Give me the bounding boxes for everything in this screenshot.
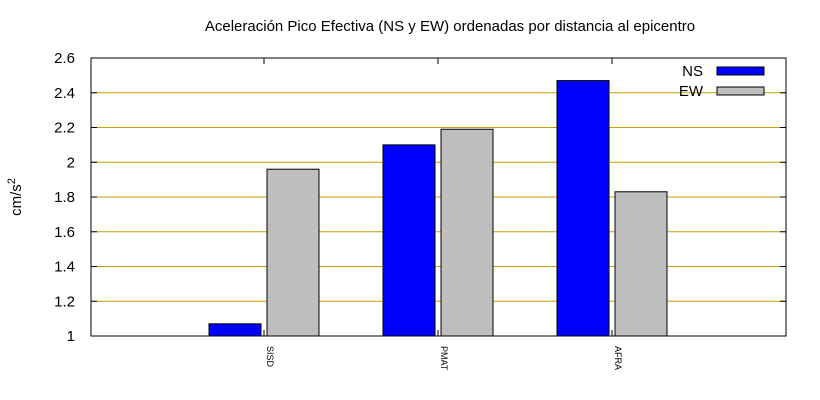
y-tick-label: 1.4 [54,259,75,276]
legend-label-ew: EW [679,83,704,100]
y-tick-label: 2.6 [54,50,75,67]
bar-ew-pmat [440,128,494,337]
y-ticks [91,57,786,337]
category-label: PMAT [439,346,449,371]
bar-ns-sisd [208,323,262,337]
bar-ew-sisd [266,168,320,337]
y-tick-label: 1.2 [54,293,75,310]
category-label: AFRA [613,346,623,370]
legend-label-ns: NS [682,63,703,80]
bar-ns-afra [556,80,610,337]
y-tick-label: 2.4 [54,85,75,102]
bar-ns-pmat [382,144,436,337]
bar-ew-afra [614,191,668,337]
legend-swatch-ew [716,86,765,96]
y-tick-label: 1 [67,328,75,345]
y-tick-label: 2.2 [54,120,75,137]
legend: NS EW [679,63,765,100]
y-tick-label: 2 [67,154,75,171]
y-tick-label: 1.8 [54,189,75,206]
chart-title: Aceleración Pico Efectiva (NS y EW) orde… [205,18,695,35]
bars [208,80,668,337]
y-tick-label: 1.6 [54,224,75,241]
y-axis-label: cm/s2 [6,178,25,216]
gridlines [91,92,786,302]
y-axis-label-unit: cm/s [8,184,25,216]
y-tick-labels: 1 1.2 1.4 1.6 1.8 2 2.2 2.4 2.6 [54,50,75,345]
category-label: SISD [265,346,275,368]
legend-swatch-ns [716,66,765,76]
category-labels: SISD PMAT AFRA [265,346,623,371]
y-axis-label-exponent: 2 [6,178,18,184]
